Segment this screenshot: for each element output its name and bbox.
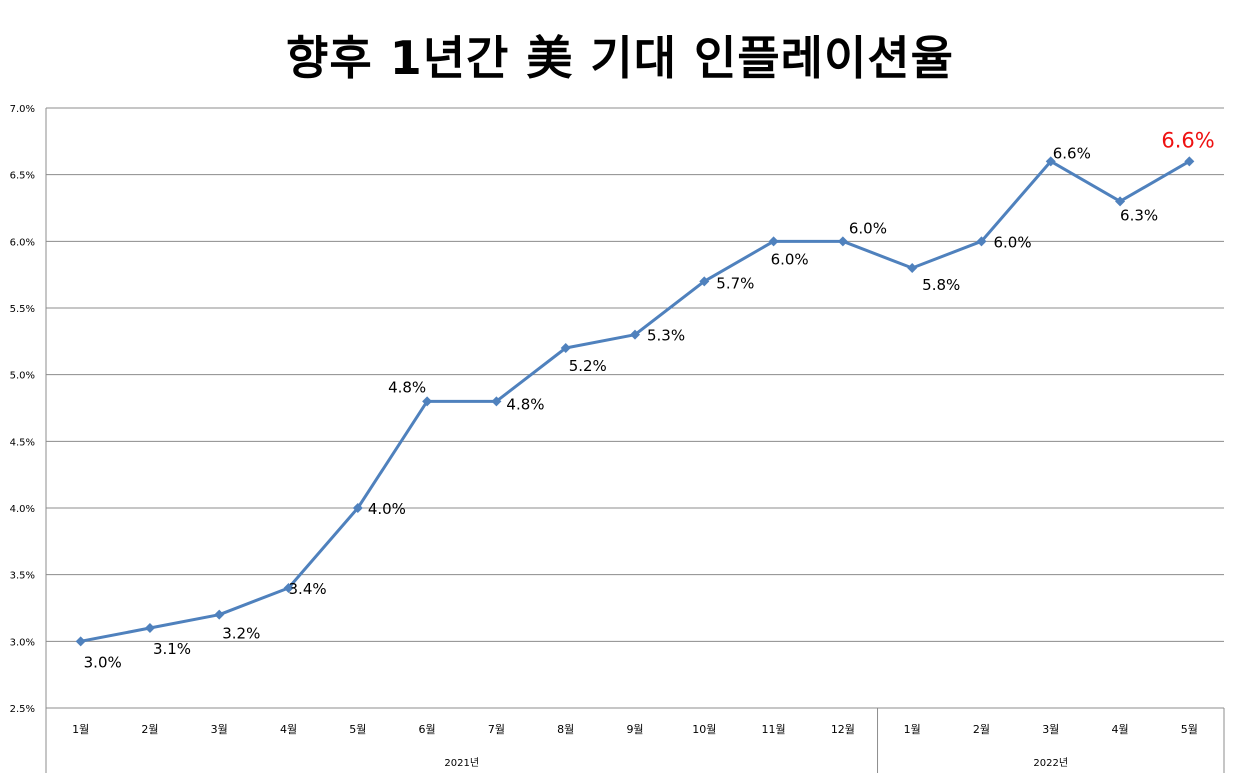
data-point: [491, 396, 502, 407]
y-tick-label: 3.0%: [10, 637, 35, 648]
data-label: 5.3%: [647, 327, 685, 345]
data-point: [768, 236, 779, 247]
data-point: [214, 609, 225, 620]
data-point: [1045, 156, 1056, 167]
data-label: 5.8%: [922, 276, 960, 294]
y-tick-label: 2.5%: [10, 704, 35, 715]
data-label: 6.0%: [849, 219, 887, 237]
data-point: [976, 236, 987, 247]
x-category-label: 1월: [904, 723, 921, 736]
data-label: 5.2%: [569, 357, 607, 375]
data-point: [699, 276, 710, 287]
y-tick-label: 3.5%: [10, 571, 35, 582]
data-label: 5.7%: [716, 274, 754, 292]
x-category-label: 5월: [349, 723, 366, 736]
x-category-label: 4월: [280, 723, 297, 736]
y-tick-label: 6.5%: [10, 171, 35, 182]
data-point: [837, 236, 848, 247]
x-category-label: 3월: [1042, 723, 1059, 736]
x-category-label: 9월: [626, 723, 643, 736]
x-category-label: 11월: [762, 723, 786, 736]
x-category-label: 2월: [973, 723, 990, 736]
data-label: 4.0%: [368, 500, 406, 518]
y-tick-label: 6.0%: [10, 237, 35, 248]
data-label: 6.6%: [1053, 144, 1091, 162]
data-label: 3.1%: [153, 640, 191, 658]
data-point: [560, 343, 571, 353]
group-label: 2022년: [1033, 757, 1068, 769]
x-category-label: 10월: [692, 723, 716, 736]
x-category-label: 6월: [419, 723, 436, 736]
data-point: [1184, 156, 1195, 167]
x-category-label: 4월: [1111, 723, 1128, 736]
data-label: 6.3%: [1120, 206, 1158, 224]
x-category-label: 12월: [831, 723, 855, 736]
data-point: [630, 329, 640, 340]
x-category-label: 5월: [1181, 723, 1198, 736]
x-category-label: 3월: [211, 723, 228, 736]
y-tick-label: 5.5%: [10, 304, 35, 315]
data-point: [907, 263, 918, 273]
data-point: [422, 396, 433, 407]
y-tick-label: 4.5%: [10, 437, 35, 448]
data-label: 3.2%: [222, 625, 260, 643]
data-point: [1115, 196, 1126, 207]
data-label: 4.8%: [506, 395, 544, 413]
data-label: 6.6%: [1161, 128, 1214, 152]
y-tick-label: 5.0%: [10, 371, 35, 382]
data-label: 6.0%: [993, 233, 1031, 251]
data-label: 6.0%: [771, 250, 809, 268]
data-label: 3.4%: [289, 580, 327, 598]
data-point: [75, 636, 86, 647]
y-tick-label: 4.0%: [10, 504, 35, 515]
x-category-label: 1월: [72, 723, 89, 736]
data-label: 4.8%: [388, 378, 426, 396]
x-category-label: 2월: [141, 723, 158, 736]
x-category-label: 8월: [557, 723, 574, 736]
data-label: 3.0%: [84, 653, 122, 671]
data-point: [352, 503, 363, 513]
chart-title: 향후 1년간 美 기대 인플레이션율: [286, 31, 954, 85]
data-point: [144, 623, 155, 633]
group-label: 2021년: [444, 757, 479, 769]
x-category-label: 7월: [488, 723, 505, 736]
data-point: [283, 583, 294, 593]
y-tick-label: 7.0%: [10, 104, 35, 115]
